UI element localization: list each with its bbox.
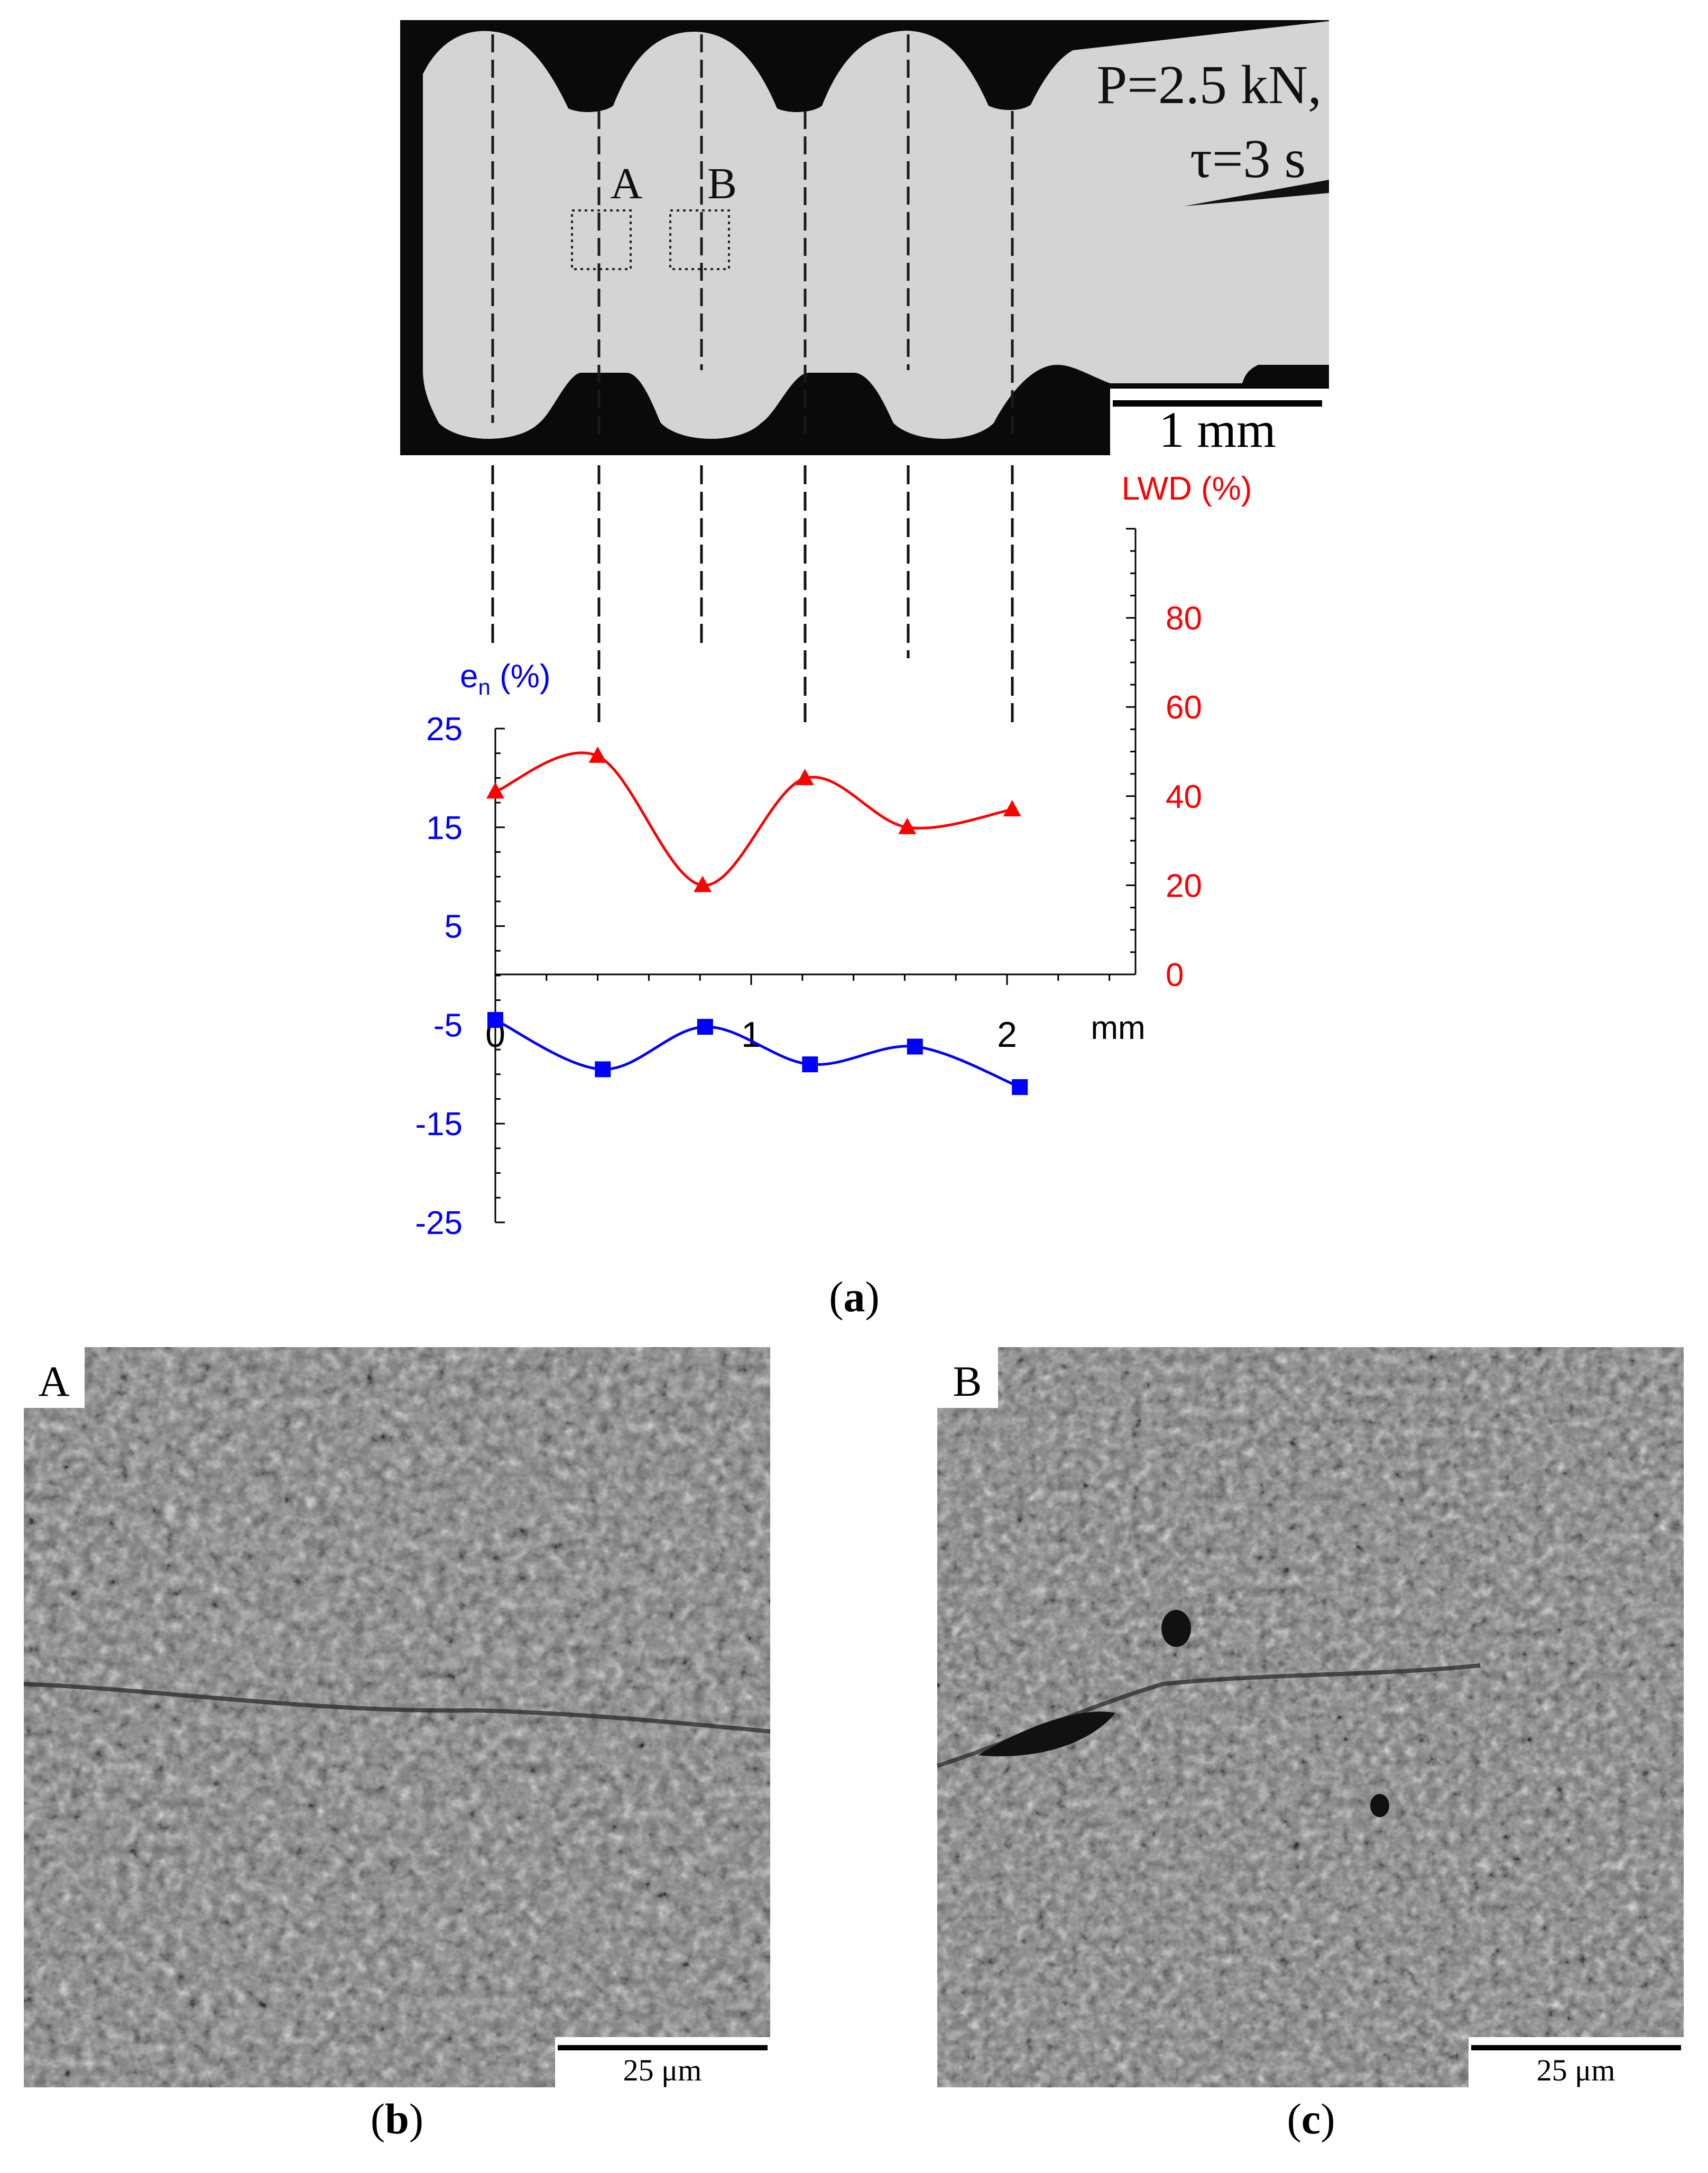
lwd-data-point (796, 769, 814, 786)
sem-b-scale-label: 25 μm (1537, 2053, 1615, 2087)
panel-label-c-letter: c (1301, 2095, 1321, 2143)
left-axis-label: en (%) (460, 658, 551, 699)
lwd-series-line (495, 751, 1013, 887)
panel-label-a-letter: a (844, 1273, 865, 1321)
scale-bar-label: 1 mm (1159, 401, 1276, 458)
left-tick-label: -25 (415, 1205, 463, 1241)
x-axis-unit-label: mm (1091, 1010, 1145, 1046)
sem-a-scale-bar (558, 2045, 768, 2050)
left-tick-label: 5 (445, 909, 463, 945)
panel-label-b: (b) (371, 2095, 423, 2143)
chart-axes (494, 528, 1137, 1223)
en-data-point (802, 1056, 818, 1073)
micrograph-guides (491, 34, 1014, 434)
left-tick-label: 15 (426, 810, 463, 846)
region-a-label: A (611, 159, 643, 208)
scale-bar (1113, 400, 1322, 407)
pore (1370, 1794, 1389, 1817)
right-tick-label: 40 (1166, 779, 1202, 815)
en-data-point (907, 1038, 923, 1055)
pore (1161, 1610, 1191, 1647)
pore (978, 1711, 1115, 1756)
metal-cross-section (423, 21, 1329, 439)
en-data-point (1012, 1079, 1028, 1095)
scale-bar-panel (1110, 389, 1329, 455)
sem-a-label-box (24, 1347, 85, 1408)
sem-a-label: A (38, 1357, 69, 1405)
en-data-point (697, 1019, 713, 1035)
panel-label-b-letter: b (385, 2095, 409, 2143)
sem-b-scale-bar (1471, 2045, 1681, 2050)
right-tick-label: 60 (1166, 689, 1202, 726)
left-axis-label-unit: (%) (491, 658, 551, 695)
en-data-point (595, 1061, 611, 1078)
left-tick-label: -15 (415, 1106, 463, 1143)
en-series-line (494, 1018, 1021, 1089)
sem-b-label: B (953, 1357, 982, 1405)
right-tick-label: 80 (1166, 601, 1202, 637)
x-tick-label: 2 (997, 1015, 1017, 1055)
chart-markers (486, 746, 1028, 1095)
sem-image-a: A 25 μm (23, 1347, 771, 2087)
region-b-label: B (707, 159, 737, 208)
sem-b-label-box (937, 1347, 998, 1408)
lwd-data-point (486, 782, 504, 799)
connector-lines (491, 465, 1014, 727)
crack (1184, 180, 1329, 206)
en-data-point (487, 1012, 503, 1028)
load-label: P=2.5 kN, (1096, 54, 1322, 115)
left-axis-label-sub: n (478, 675, 490, 699)
left-tick-label: 25 (426, 711, 463, 748)
panel-label-c: (c) (1287, 2095, 1335, 2143)
left-tick-label: -5 (433, 1007, 463, 1044)
crack-line (23, 1682, 771, 1734)
sem-a-scale-label: 25 μm (623, 2053, 702, 2087)
lwd-data-point (898, 817, 917, 834)
sem-image-b: B 25 μm (936, 1347, 1684, 2087)
lwd-data-point (694, 876, 712, 892)
region-a-box (571, 209, 632, 270)
lwd-data-point (588, 746, 607, 763)
right-axis-label: LWD (%) (1122, 471, 1252, 507)
cross-section-micrograph: A B P=2.5 kN, τ=3 s 1 mm (400, 20, 1329, 458)
x-tick-label: 1 (741, 1015, 761, 1055)
left-axis-label-base: e (460, 658, 478, 695)
right-tick-label: 0 (1166, 957, 1184, 993)
panel-label-a: (a) (829, 1273, 880, 1321)
time-label: τ=3 s (1190, 128, 1306, 189)
right-tick-label: 20 (1166, 868, 1202, 904)
lwd-data-point (1003, 800, 1021, 817)
region-b-box (669, 209, 730, 270)
